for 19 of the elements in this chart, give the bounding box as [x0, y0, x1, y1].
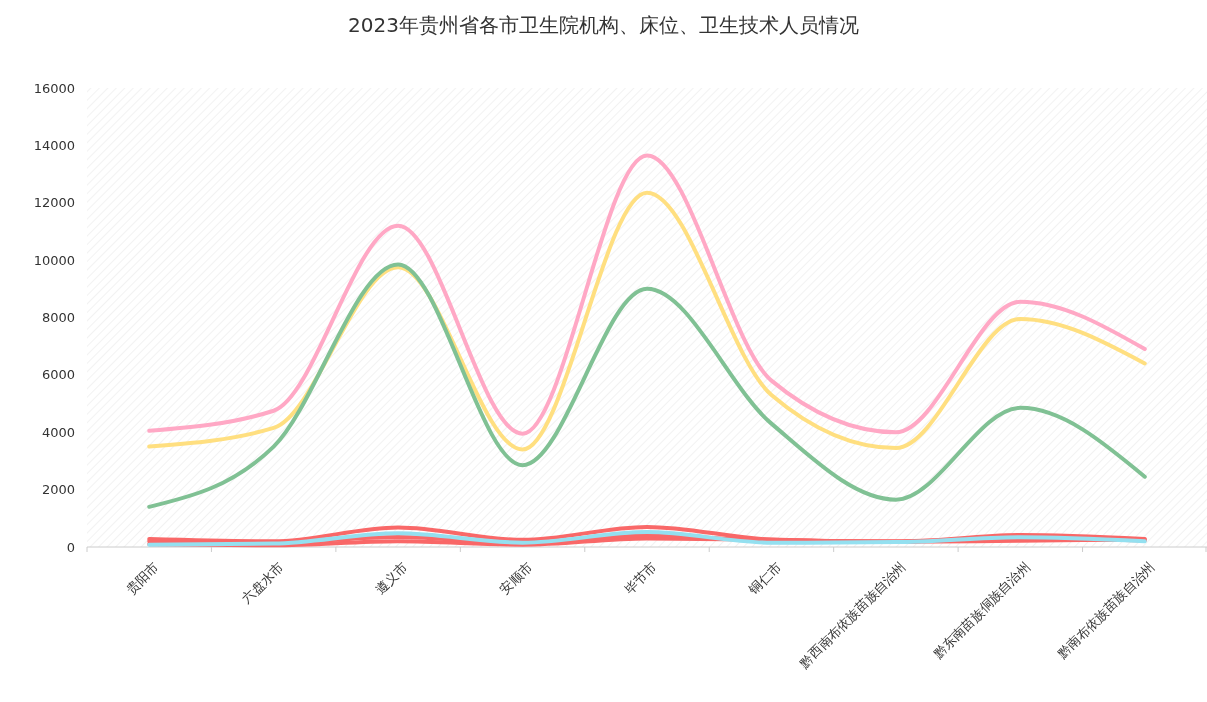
y-tick-label: 10000: [33, 252, 75, 268]
y-tick-label: 4000: [41, 424, 75, 440]
y-tick-label: 16000: [33, 80, 75, 96]
x-tick-label: 安顺市: [496, 558, 536, 598]
x-tick-label: 黔西南布依族苗族自治州: [796, 558, 909, 672]
x-tick-label: 黔南布依族苗族自治州: [1054, 558, 1158, 663]
x-tick-label: 毕节市: [621, 558, 660, 598]
x-tick-label: 六盘水市: [238, 558, 287, 607]
y-tick-label: 8000: [41, 310, 75, 326]
y-tick-label: 0: [66, 539, 75, 555]
x-tick-label: 黔东南苗族侗族自治州: [929, 558, 1033, 663]
y-tick-label: 6000: [41, 367, 75, 383]
x-tick-label: 铜仁市: [745, 558, 784, 598]
x-tick-label: 遵义市: [372, 558, 411, 598]
y-tick-label: 12000: [33, 195, 75, 211]
y-tick-label: 2000: [41, 482, 75, 498]
y-tick-label: 14000: [33, 137, 75, 153]
x-tick-label: 贵阳市: [123, 558, 162, 598]
chart-title: 2023年贵州省各市卫生院机构、床位、卫生技术人员情况: [348, 13, 859, 37]
